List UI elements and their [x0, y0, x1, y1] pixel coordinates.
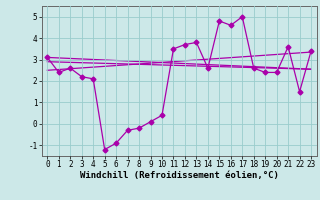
X-axis label: Windchill (Refroidissement éolien,°C): Windchill (Refroidissement éolien,°C) [80, 171, 279, 180]
